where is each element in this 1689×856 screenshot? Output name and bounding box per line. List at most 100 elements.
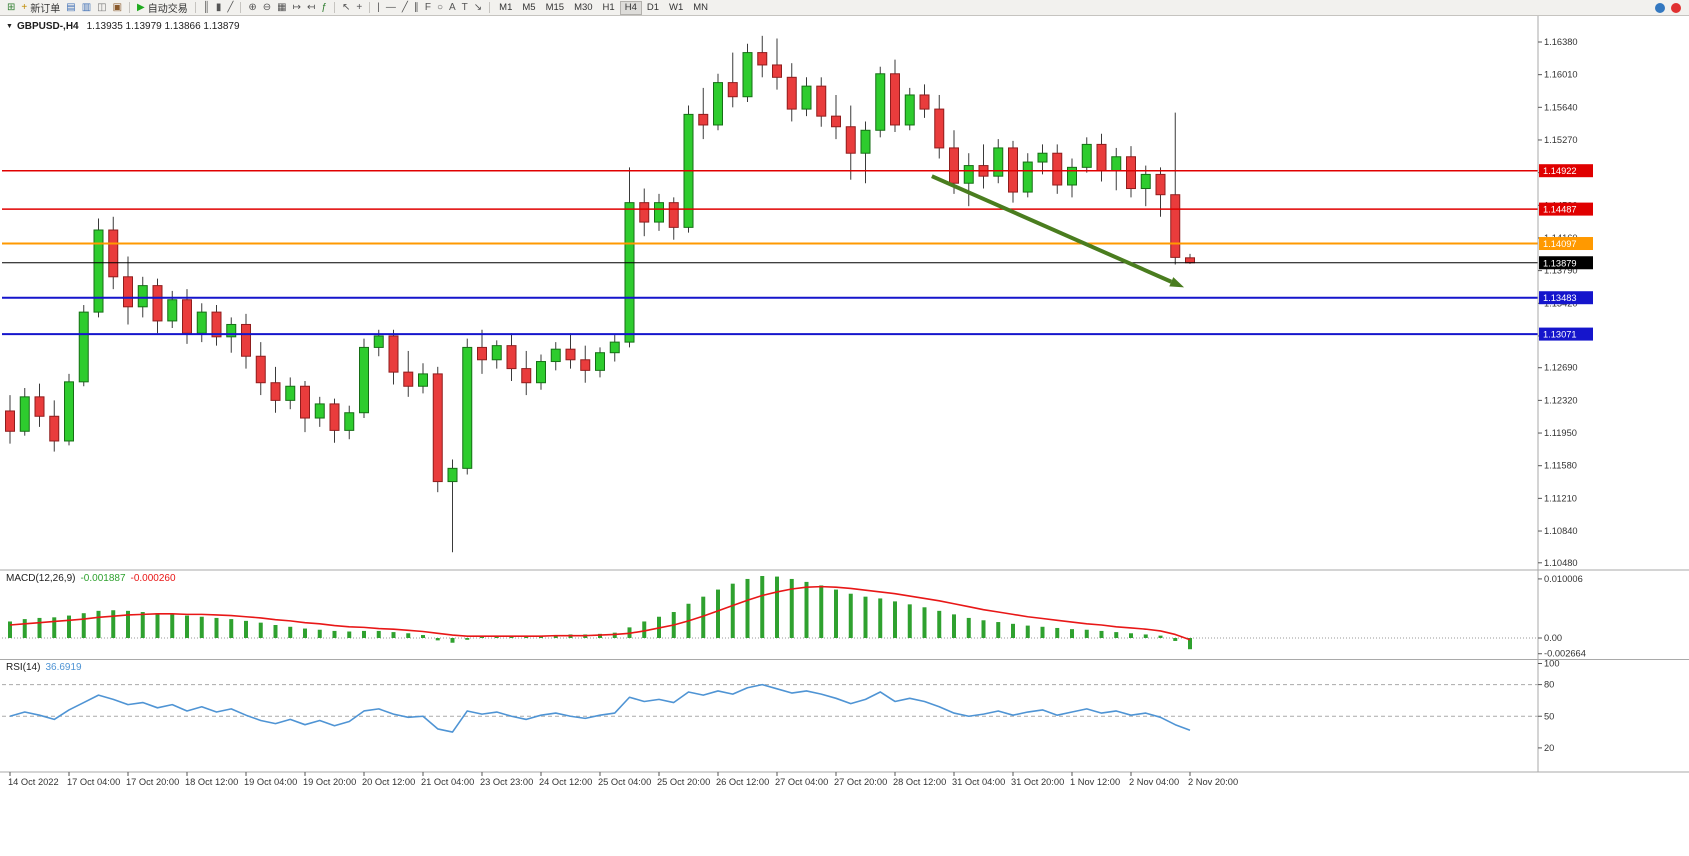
timeframe-button-D1[interactable]: D1 <box>646 1 660 13</box>
svg-text:1.13790: 1.13790 <box>1544 266 1578 276</box>
new-order-button-label: 新订单 <box>30 4 61 15</box>
arrows-icon-glyph: ↘ <box>473 1 483 13</box>
channel-icon[interactable]: ∥ <box>411 1 422 15</box>
timeframe-button-M5[interactable]: M5 <box>522 1 536 13</box>
svg-text:1.15640: 1.15640 <box>1544 102 1578 112</box>
chart-shift-icon-glyph: ↤ <box>307 1 316 13</box>
svg-text:2 Nov 04:00: 2 Nov 04:00 <box>1129 777 1179 787</box>
timeframe-button-W1[interactable]: W1 <box>669 1 684 13</box>
text-icon[interactable]: A <box>446 1 459 15</box>
timeframe-button-MN[interactable]: MN <box>693 1 709 13</box>
autotrade-button[interactable]: ▶ 自动交易 <box>134 1 191 16</box>
timeframe-button-M15[interactable]: M15 <box>545 1 565 13</box>
svg-text:31 Oct 20:00: 31 Oct 20:00 <box>1011 777 1064 787</box>
trendline-icon-glyph: ╱ <box>401 1 408 13</box>
new-chart-icon[interactable]: ⊞ <box>4 1 18 15</box>
price-tag-1.13879: 1.13879 <box>1539 256 1593 270</box>
svg-text:24 Oct 12:00: 24 Oct 12:00 <box>539 777 592 787</box>
auto-scroll-icon[interactable]: ↦ <box>290 1 304 15</box>
svg-text:50: 50 <box>1544 711 1554 721</box>
ohlc-label: 1.13935 1.13979 1.13866 1.13879 <box>86 21 240 32</box>
price-tag-1.13071: 1.13071 <box>1539 327 1593 341</box>
trendline-icon[interactable]: ╱ <box>399 1 411 15</box>
crosshair-icon[interactable]: + <box>353 1 365 15</box>
timeframe-button-M1[interactable]: M1 <box>499 1 513 13</box>
time-axis: 14 Oct 2022 17 Oct 04:00 17 Oct 20:00 18 Oc… <box>8 772 1238 787</box>
toolbar-separator <box>369 2 371 13</box>
cursor-icon[interactable]: ↖ <box>339 1 353 15</box>
svg-text:1.16380: 1.16380 <box>1544 37 1578 47</box>
macd-axis: 0.010006 0.00 -0.002664 <box>1538 574 1586 659</box>
svg-text:100: 100 <box>1544 659 1560 669</box>
svg-text:19 Oct 20:00: 19 Oct 20:00 <box>303 777 356 787</box>
chart-title: ▼ GBPUSD-,H4 1.13935 1.13979 1.13866 1.138… <box>6 21 240 32</box>
toolbar-separator <box>194 2 196 13</box>
new-order-button[interactable]: + 新订单 <box>18 1 63 16</box>
svg-text:28 Oct 12:00: 28 Oct 12:00 <box>893 777 946 787</box>
candlestick-icon[interactable]: ▮ <box>213 1 225 15</box>
market-watch-icon-glyph: ▥ <box>81 1 92 13</box>
price-tag-1.14922: 1.14922 <box>1539 164 1593 178</box>
navigator-icon[interactable]: ◫ <box>94 1 109 15</box>
rsi-panel <box>2 683 1538 733</box>
rsi-indicator-label: RSI(14) 36.6919 <box>6 662 82 673</box>
auto-scroll-icon-glyph: ↦ <box>292 1 302 13</box>
timeframe-group: M1 M5 M15 M30 H1 H4 D1 W1 MN <box>494 0 713 15</box>
charts-list-icon[interactable]: ▤ <box>63 1 78 15</box>
tile-windows-icon[interactable]: ▦ <box>274 1 289 15</box>
toolbar: ⊞ + 新订单 ▤ ▥ ◫ ▣ ▶ 自动交易 ║ ▮ ╱ ⊕ ⊖ ▦ ↦ ↤ ƒ ↖ + | — ╱ ∥ F ○ A T ↘ M1 M5 M… <box>0 0 1689 16</box>
label-icon[interactable]: T <box>459 1 471 15</box>
svg-text:1.13879: 1.13879 <box>1543 258 1577 268</box>
new-order-button-glyph: + <box>21 1 28 13</box>
svg-text:1.14097: 1.14097 <box>1543 239 1577 249</box>
macd-signal-line <box>9 585 1191 641</box>
svg-text:1.12320: 1.12320 <box>1544 395 1578 405</box>
shapes-icon[interactable]: ○ <box>434 1 446 15</box>
svg-text:2 Nov 20:00: 2 Nov 20:00 <box>1188 777 1238 787</box>
svg-text:27 Oct 20:00: 27 Oct 20:00 <box>834 777 887 787</box>
panel-separators <box>0 569 1689 773</box>
toolbar-separator <box>129 2 131 13</box>
svg-text:1.11210: 1.11210 <box>1544 493 1577 503</box>
fibonacci-icon-glyph: F <box>424 1 431 13</box>
line-chart-icon[interactable]: ╱ <box>224 1 236 15</box>
terminal-icon-glyph: ▣ <box>112 1 123 13</box>
macd-value-signal: -0.000260 <box>130 573 176 584</box>
vertical-line-icon[interactable]: | <box>374 1 383 15</box>
notification-icon[interactable] <box>1671 2 1681 13</box>
svg-text:23 Oct 23:00: 23 Oct 23:00 <box>480 777 533 787</box>
price-tag-1.14487: 1.14487 <box>1539 202 1593 216</box>
timeframe-button-H1[interactable]: H1 <box>602 1 615 13</box>
arrows-icon[interactable]: ↘ <box>471 1 485 15</box>
toolbar-separator <box>333 2 335 13</box>
svg-text:1 Nov 12:00: 1 Nov 12:00 <box>1070 777 1120 787</box>
charts-list-icon-glyph: ▤ <box>66 1 76 13</box>
one-click-trading-toggle[interactable]: ▼ <box>6 23 13 30</box>
timeframe-button-M30[interactable]: M30 <box>574 1 593 13</box>
bar-chart-icon-glyph: ║ <box>202 1 210 13</box>
toolbar-separator <box>489 2 491 13</box>
horizontal-lines[interactable] <box>2 169 1538 336</box>
trend-arrow[interactable] <box>931 174 1185 288</box>
horizontal-line-icon[interactable]: — <box>383 1 399 15</box>
label-icon-glyph: T <box>461 1 468 13</box>
svg-text:20 Oct 12:00: 20 Oct 12:00 <box>362 777 415 787</box>
timeframe-button-H4[interactable]: H4 <box>619 0 642 15</box>
zoom-in-icon-glyph: ⊕ <box>248 1 257 13</box>
indicators-icon[interactable]: ƒ <box>318 1 330 15</box>
toolbar-separator <box>240 2 242 13</box>
terminal-icon[interactable]: ▣ <box>110 1 125 15</box>
fibonacci-icon[interactable]: F <box>422 1 434 15</box>
vertical-line-icon-glyph: | <box>377 1 380 13</box>
svg-text:27 Oct 04:00: 27 Oct 04:00 <box>775 777 828 787</box>
svg-text:1.13071: 1.13071 <box>1543 330 1577 340</box>
chart-shift-icon[interactable]: ↤ <box>304 1 318 15</box>
svg-text:25 Oct 20:00: 25 Oct 20:00 <box>657 777 710 787</box>
svg-text:31 Oct 04:00: 31 Oct 04:00 <box>952 777 1005 787</box>
svg-text:20: 20 <box>1544 743 1554 753</box>
search-icon[interactable] <box>1655 2 1665 13</box>
bar-chart-icon[interactable]: ║ <box>200 1 213 15</box>
zoom-out-icon[interactable]: ⊖ <box>260 1 274 15</box>
market-watch-icon[interactable]: ▥ <box>79 1 94 15</box>
zoom-in-icon[interactable]: ⊕ <box>245 1 259 15</box>
